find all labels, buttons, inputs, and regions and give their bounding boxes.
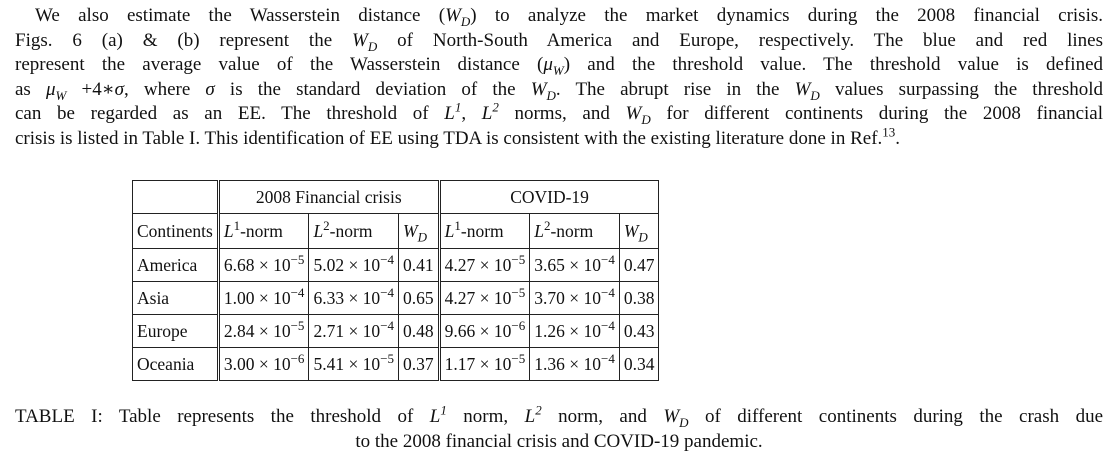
cell-l2-covid: 3.65 × 10−4: [529, 248, 620, 282]
group-covid-19: COVID-19: [437, 180, 660, 214]
col-wd-2008: WD: [398, 213, 440, 249]
cell-continent: Oceania: [132, 347, 220, 381]
paragraph-line: as μW +4∗σ, where σ is the standard devi…: [15, 78, 1103, 103]
math-l2: L2: [481, 99, 499, 124]
math-wd: WD: [530, 78, 556, 103]
group-2008-financial-crisis: 2008 Financial crisis: [217, 180, 440, 214]
text-run: crisis is listed in Table I. This identi…: [15, 127, 883, 149]
text-run: norms, and: [498, 103, 626, 124]
table-row: Asia 1.00 × 10−4 6.33 × 10−4 0.65 4.27 ×…: [132, 281, 660, 315]
text-run: represent the average value of the Wasse…: [15, 54, 544, 75]
text-run: for different continents during the 2008…: [650, 103, 1104, 124]
blank-cell: [132, 180, 220, 214]
table-caption: TABLE I: Table represents the threshold …: [15, 404, 1103, 454]
col-l1-norm-2008: L1-norm: [217, 213, 310, 249]
cell-l2-covid: 1.26 × 10−4: [529, 314, 620, 348]
math-mu-w: μW: [45, 78, 67, 103]
text-run: of North-South America and Europe, respe…: [377, 29, 1103, 51]
text-run: can be regarded as an EE. The threshold …: [15, 103, 445, 124]
cell-continent: Asia: [132, 281, 220, 315]
cell-continent: America: [132, 248, 220, 282]
column-header-row: Continents L1-norm L2-norm WD L1-norm L2…: [132, 213, 660, 249]
cell-l1-covid: 4.27 × 10−5: [437, 281, 531, 315]
text-run: ,: [461, 103, 482, 124]
math-l2: L2: [524, 402, 542, 427]
caption-line: TABLE I: Table represents the threshold …: [15, 402, 1103, 430]
col-continents: Continents: [132, 213, 220, 249]
text-run: Figs. 6 (a) & (b) represent the: [15, 29, 353, 51]
table-row: Oceania 3.00 × 10−6 5.41 × 10−5 0.37 1.1…: [132, 347, 660, 381]
math-mu-w: μW: [543, 54, 564, 78]
threshold-table: 2008 Financial crisis COVID-19 Continent…: [132, 180, 660, 381]
cell-l2-covid: 1.36 × 10−4: [529, 347, 620, 381]
cell-l1-covid: 1.17 × 10−5: [437, 347, 531, 381]
caption-line: to the 2008 financial crisis and COVID-1…: [355, 431, 763, 452]
cell-l1-covid: 4.27 × 10−5: [437, 248, 531, 282]
paragraph-line: Figs. 6 (a) & (b) represent the WD of No…: [15, 29, 1103, 54]
cell-l2-covid: 3.70 × 10−4: [529, 281, 620, 315]
table-row: Europe 2.84 × 10−5 2.71 × 10−4 0.48 9.66…: [132, 314, 660, 348]
math-sigma: σ: [114, 78, 124, 100]
cell-l2-2008: 2.71 × 10−4: [308, 314, 400, 348]
cell-wd-covid: 0.34: [618, 347, 660, 381]
math-wd: WD: [445, 5, 471, 29]
body-paragraph: We also estimate the Wasserstein distanc…: [15, 4, 1103, 151]
cell-l1-2008: 3.00 × 10−6: [217, 347, 310, 381]
text-run: ) and the threshold value. The threshold…: [563, 54, 1103, 75]
cell-wd-covid: 0.38: [618, 281, 660, 315]
math-l1: L1: [444, 99, 462, 124]
col-l1-norm-covid: L1-norm: [437, 213, 531, 249]
paragraph-line: represent the average value of the Wasse…: [15, 53, 1103, 78]
text-run: .: [895, 127, 901, 149]
text-run: . The abrupt rise in the: [555, 78, 795, 100]
text-run: is the standard deviation of the: [214, 78, 531, 100]
cell-l2-2008: 5.41 × 10−5: [308, 347, 400, 381]
col-l2-norm-2008: L2-norm: [308, 213, 400, 249]
text-run: ) to analyze the market dynamics during …: [470, 5, 1103, 26]
cell-l1-covid: 9.66 × 10−6: [437, 314, 531, 348]
math-wd: WD: [352, 29, 378, 54]
cell-l2-2008: 6.33 × 10−4: [308, 281, 400, 315]
paragraph-line: We also estimate the Wasserstein distanc…: [15, 4, 1103, 29]
cell-wd-covid: 0.43: [618, 314, 660, 348]
paragraph-line: crisis is listed in Table I. This identi…: [15, 124, 1103, 152]
math-l1: L1: [429, 402, 447, 427]
cell-wd-2008: 0.48: [398, 314, 440, 348]
cell-l1-2008: 1.00 × 10−4: [217, 281, 310, 315]
reference-13[interactable]: 13: [882, 124, 896, 140]
text-run: +4∗: [66, 78, 115, 100]
cell-continent: Europe: [132, 314, 220, 348]
math-wd: WD: [625, 103, 651, 127]
text-run: as: [15, 78, 46, 100]
cell-wd-covid: 0.47: [618, 248, 660, 282]
math-wd: WD: [794, 78, 820, 103]
math-wd: WD: [663, 406, 689, 430]
group-header-row: 2008 Financial crisis COVID-19: [132, 180, 660, 214]
cell-wd-2008: 0.41: [398, 248, 440, 282]
text-run: values surpassing the threshold: [819, 78, 1104, 100]
text-run: We also estimate the Wasserstein distanc…: [35, 5, 446, 26]
table-row: America 6.68 × 10−5 5.02 × 10−4 0.41 4.2…: [132, 248, 660, 282]
cell-wd-2008: 0.65: [398, 281, 440, 315]
cell-l1-2008: 2.84 × 10−5: [217, 314, 310, 348]
col-l2-norm-covid: L2-norm: [529, 213, 620, 249]
cell-wd-2008: 0.37: [398, 347, 440, 381]
math-sigma: σ: [205, 78, 215, 100]
cell-l1-2008: 6.68 × 10−5: [217, 248, 310, 282]
cell-l2-2008: 5.02 × 10−4: [308, 248, 400, 282]
text-run: , where: [124, 78, 206, 100]
paragraph-line: can be regarded as an EE. The threshold …: [15, 99, 1104, 127]
col-wd-covid: WD: [618, 213, 660, 249]
